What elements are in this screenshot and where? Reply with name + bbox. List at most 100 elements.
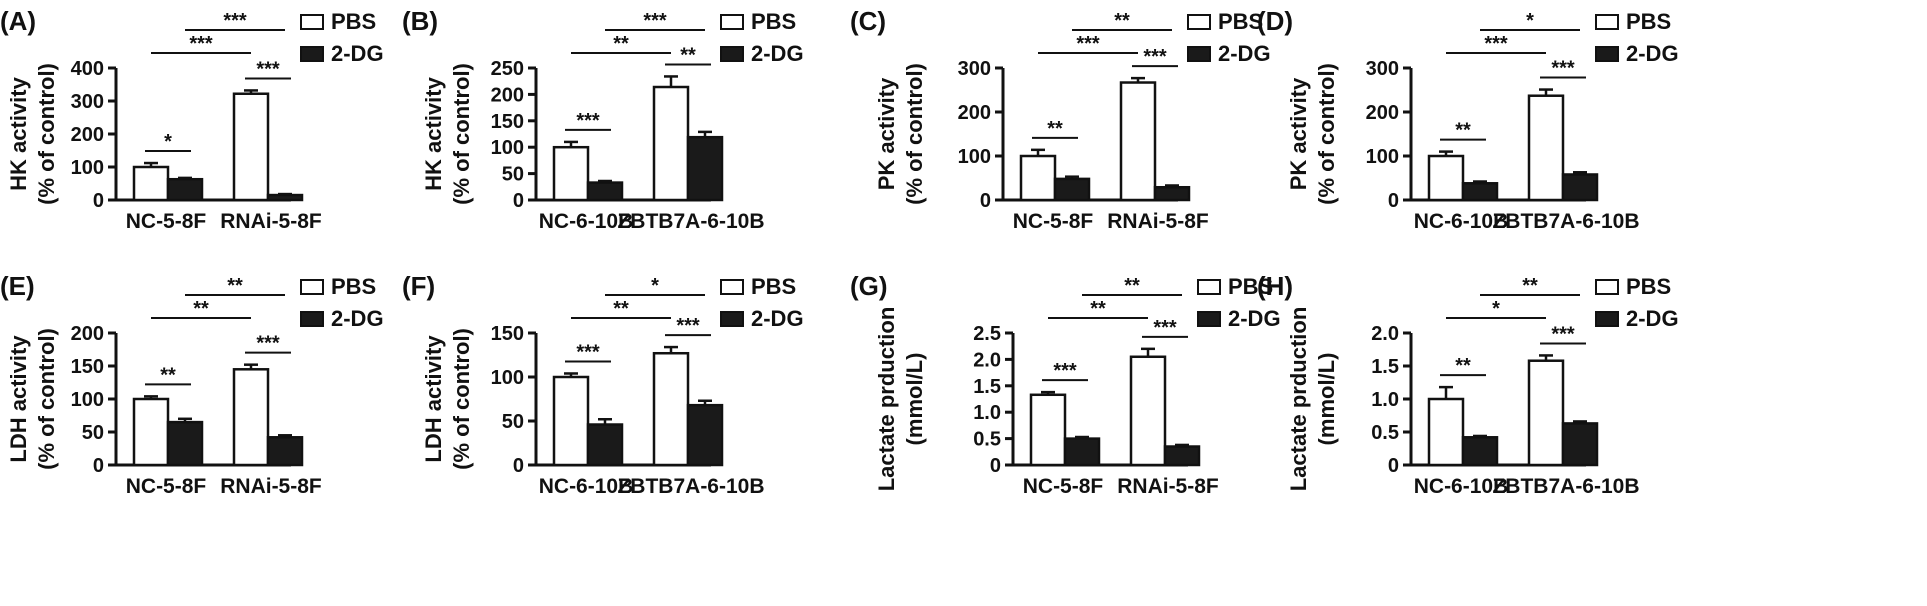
bar-pbs — [1427, 154, 1465, 202]
y-tick-label: 150 — [491, 111, 524, 133]
bar-pbs — [1019, 154, 1057, 202]
y-axis-label: PK activity (% of control) — [1286, 63, 1339, 205]
significance-label: *** — [1153, 317, 1177, 339]
bar-2dg — [266, 193, 304, 202]
significance-label: ** — [1114, 10, 1130, 32]
panel-label: (C) — [850, 6, 886, 36]
legend-label: PBS — [331, 9, 376, 34]
significance-label: * — [651, 275, 659, 297]
y-tick-label: 100 — [958, 146, 991, 168]
y-tick-label: 100 — [71, 157, 104, 179]
y-axis-label-line2: (mmol/L) — [1314, 353, 1339, 446]
legend-swatch-pbs — [1187, 14, 1211, 30]
bar-2dg — [166, 177, 204, 202]
legend-swatch-2dg — [1595, 46, 1619, 62]
significance-label: *** — [223, 10, 247, 32]
legend-swatch-pbs — [300, 279, 324, 295]
legend-swatch-pbs — [1595, 279, 1619, 295]
y-axis-label-line2: (% of control) — [449, 328, 474, 470]
legend-label: 2-DG — [1218, 41, 1271, 66]
legend-swatch-pbs — [1595, 14, 1619, 30]
panel-label: (A) — [0, 6, 36, 36]
significance-label: ** — [680, 44, 696, 66]
significance-label: ** — [193, 298, 209, 320]
y-tick-label: 150 — [71, 356, 104, 378]
y-axis-label: HK activity (% of control) — [6, 63, 59, 205]
significance-label: ** — [227, 275, 243, 297]
panel-label: (G) — [850, 271, 888, 301]
y-axis-label-line2: (% of control) — [34, 63, 59, 205]
bar-pbs — [232, 368, 270, 467]
legend-label: 2-DG — [1626, 306, 1679, 331]
y-tick-label: 200 — [71, 323, 104, 345]
x-tick-label: NC-5-8F — [1023, 475, 1104, 498]
legend-swatch-2dg — [1595, 311, 1619, 327]
x-tick-label: NC-5-8F — [126, 210, 207, 233]
y-axis-label-line2: (mmol/L) — [902, 353, 927, 446]
bar-pbs — [1029, 393, 1067, 467]
significance-label: * — [1492, 298, 1500, 320]
bar-pbs — [1427, 397, 1465, 467]
x-tick-label: ZBTB7A-6-10B — [1492, 475, 1639, 498]
y-axis-label-line2: (% of control) — [902, 63, 927, 205]
x-tick-label: NC-6-10B — [539, 475, 634, 498]
panel-label: (D) — [1257, 6, 1293, 36]
bar-2dg — [586, 423, 624, 467]
significance-label: * — [1526, 10, 1534, 32]
legend-swatch-2dg — [1197, 311, 1221, 327]
chart-panel-4: (D) PK activity (% of control) 0 100 200 300 NC… — [1257, 6, 1679, 233]
chart-panel-7: (G) Lactate prduction (mmol/L) 0 0.5 1.0 1.5 2.… — [850, 271, 1281, 498]
y-tick-label: 2.0 — [973, 349, 1001, 371]
bar-2dg — [1053, 177, 1091, 202]
y-tick-label: 300 — [71, 91, 104, 113]
bar-pbs — [652, 351, 690, 467]
significance-label: *** — [1053, 360, 1077, 382]
chart-panel-2: (B) HK activity (% of control) 0 50 100 150 200… — [402, 6, 804, 233]
legend-label: PBS — [1626, 274, 1671, 299]
y-axis-label: HK activity (% of control) — [421, 63, 474, 205]
legend-swatch-2dg — [300, 311, 324, 327]
significance-label: *** — [189, 33, 213, 55]
legend-swatch-2dg — [720, 311, 744, 327]
y-axis-label-line1: HK activity — [421, 76, 446, 190]
y-tick-label: 0 — [513, 190, 524, 212]
y-axis-label-line1: Lactate prduction — [1286, 307, 1311, 492]
y-axis-label: Lactate prduction (mmol/L) — [874, 307, 927, 492]
panel-label: (B) — [402, 6, 438, 36]
y-tick-label: 0 — [1388, 190, 1399, 212]
y-axis-label: LDH activity (% of control) — [421, 328, 474, 470]
y-tick-label: 1.0 — [1371, 389, 1399, 411]
bar-2dg — [586, 181, 624, 202]
y-tick-label: 2.5 — [973, 323, 1001, 345]
bar-pbs — [552, 145, 590, 202]
significance-label: *** — [1484, 33, 1508, 55]
significance-label: ** — [613, 298, 629, 320]
legend-label: PBS — [751, 9, 796, 34]
y-tick-label: 0.5 — [1371, 422, 1399, 444]
bar-2dg — [166, 420, 204, 467]
y-axis-label-line1: LDH activity — [6, 335, 31, 463]
bar-pbs — [1527, 359, 1565, 467]
y-tick-label: 200 — [958, 102, 991, 124]
y-axis-label-line1: LDH activity — [421, 335, 446, 463]
legend-swatch-2dg — [1187, 46, 1211, 62]
bar-pbs — [132, 397, 170, 467]
y-tick-label: 0 — [513, 455, 524, 477]
chart-panel-5: (E) LDH activity (% of control) 0 50 100 150 20… — [0, 271, 384, 498]
x-tick-label: ZBTB7A-6-10B — [1492, 210, 1639, 233]
y-axis-label-line1: PK activity — [874, 77, 899, 190]
x-tick-label: ZBTB7A-6-10B — [617, 475, 764, 498]
chart-panel-1: (A) HK activity (% of control) 0 100 200 300 40… — [0, 6, 384, 233]
x-tick-label: NC-6-10B — [1414, 210, 1509, 233]
y-axis-label: PK activity (% of control) — [874, 63, 927, 205]
y-axis-label-line2: (% of control) — [1314, 63, 1339, 205]
bar-pbs — [552, 375, 590, 467]
y-tick-label: 0.5 — [973, 429, 1001, 451]
legend-swatch-pbs — [1197, 279, 1221, 295]
legend-label: 2-DG — [751, 41, 804, 66]
y-tick-label: 1.5 — [973, 376, 1001, 398]
legend-label: PBS — [1626, 9, 1671, 34]
significance-label: *** — [576, 341, 600, 363]
y-tick-label: 0 — [990, 455, 1001, 477]
